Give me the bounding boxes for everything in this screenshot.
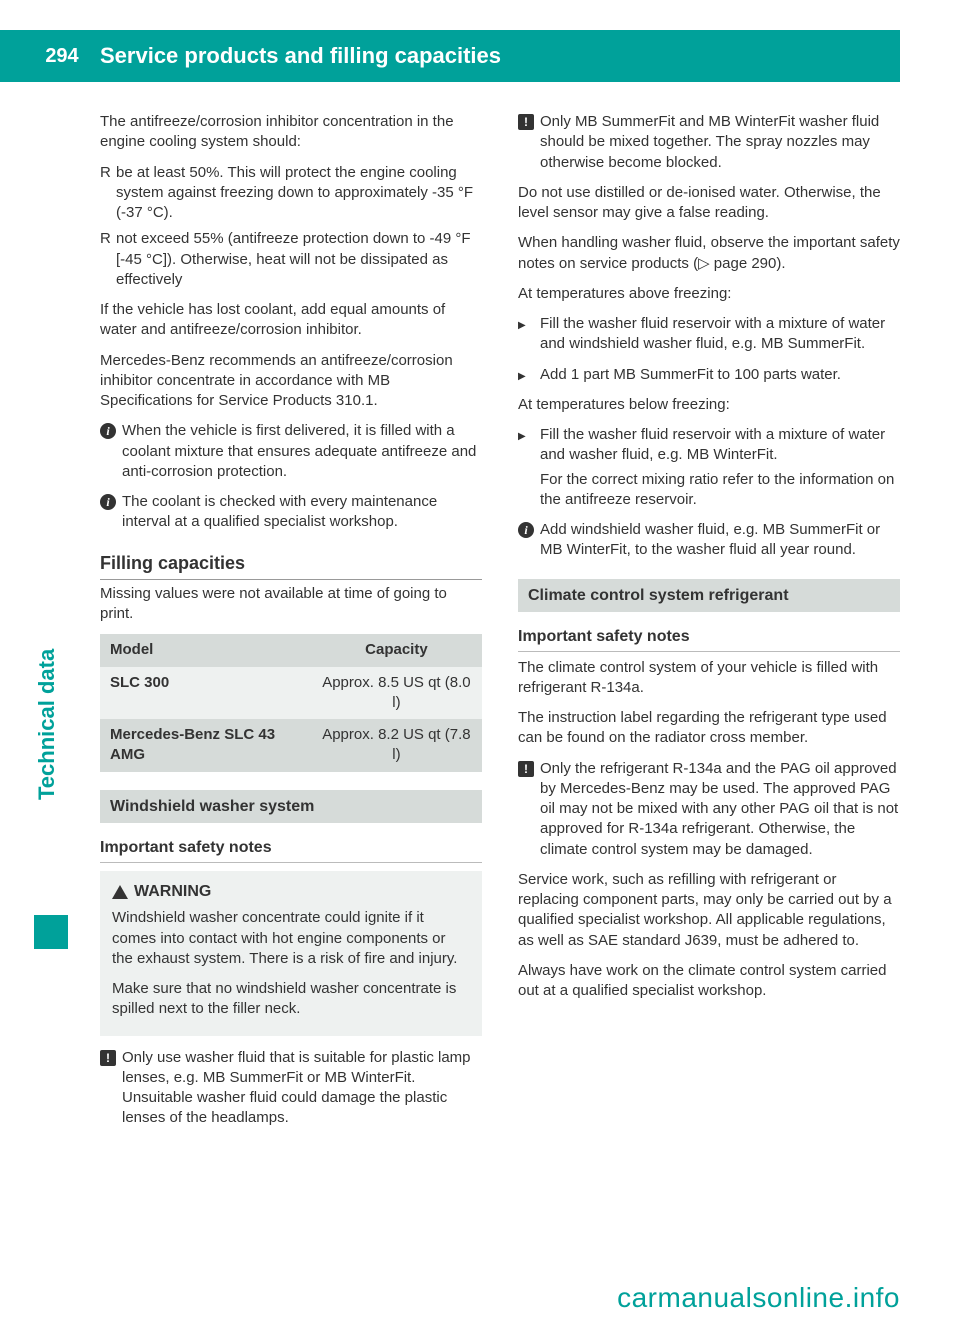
header-bar: 294 Service products and filling capacit…	[0, 30, 900, 82]
info-note: i The coolant is checked with every main…	[100, 492, 482, 533]
exclamation-icon: !	[100, 1050, 116, 1066]
warning-text: Windshield washer concentrate could igni…	[112, 908, 470, 969]
section-heading-climate: Climate control system refrigerant	[518, 579, 900, 613]
step-item: Add 1 part MB SummerFit to 100 parts wat…	[518, 365, 900, 385]
warning-box: WARNING Windshield washer concentrate co…	[100, 871, 482, 1036]
footer-watermark: carmanualsonline.info	[617, 1282, 900, 1314]
page-number: 294	[34, 30, 90, 82]
step-body: Fill the washer fluid reservoir with a m…	[540, 425, 900, 510]
bullet-icon: R	[100, 229, 116, 290]
warning-icon	[112, 885, 128, 899]
info-text: Add windshield washer fluid, e.g. MB Sum…	[540, 520, 900, 561]
table-cell-model: Mercedes-Benz SLC 43 AMG	[100, 719, 311, 772]
step-item: Fill the washer fluid reservoir with a m…	[518, 425, 900, 510]
important-note: ! Only the refrigerant R-134a and the PA…	[518, 759, 900, 860]
list-item-text: be at least 50%. This will protect the e…	[116, 163, 482, 224]
info-text: The coolant is checked with every mainte…	[122, 492, 482, 533]
paragraph: At temperatures below freezing:	[518, 395, 900, 415]
step-text: Fill the washer fluid reservoir with a m…	[540, 425, 900, 466]
table-row: Mercedes-Benz SLC 43 AMG Approx. 8.2 US …	[100, 719, 482, 772]
table-header-capacity: Capacity	[311, 634, 482, 666]
step-note: For the correct mixing ratio refer to th…	[540, 470, 900, 511]
right-column: ! Only MB SummerFit and MB WinterFit was…	[518, 112, 900, 1139]
info-icon: i	[518, 522, 534, 538]
content-columns: The antifreeze/corrosion inhibitor conce…	[0, 82, 960, 1139]
list-item-text: not exceed 55% (antifreeze protection do…	[116, 229, 482, 290]
manual-page: 294 Service products and filling capacit…	[0, 30, 960, 1332]
paragraph: The climate control system of your vehic…	[518, 658, 900, 699]
warning-text: Make sure that no windshield washer conc…	[112, 979, 470, 1020]
list-item: R not exceed 55% (antifreeze protection …	[100, 229, 482, 290]
table-cell-capacity: Approx. 8.5 US qt (8.0 l)	[311, 667, 482, 720]
capacity-table: Model Capacity SLC 300 Approx. 8.5 US qt…	[100, 634, 482, 771]
paragraph: Mercedes-Benz recommends an antifreeze/c…	[100, 351, 482, 412]
table-header-model: Model	[100, 634, 311, 666]
exclamation-icon: !	[518, 114, 534, 130]
arrow-icon	[518, 365, 540, 385]
paragraph: Always have work on the climate control …	[518, 961, 900, 1002]
paragraph: Missing values were not available at tim…	[100, 584, 482, 625]
paragraph: If the vehicle has lost coolant, add equ…	[100, 300, 482, 341]
important-text: Only use washer fluid that is suitable f…	[122, 1048, 482, 1129]
heading-filling-capacities: Filling capacities	[100, 551, 482, 580]
paragraph: When handling washer fluid, observe the …	[518, 233, 900, 274]
section-tab-marker	[34, 915, 68, 949]
paragraph: The antifreeze/corrosion inhibitor conce…	[100, 112, 482, 153]
paragraph: At temperatures above freezing:	[518, 284, 900, 304]
table-cell-capacity: Approx. 8.2 US qt (7.8 l)	[311, 719, 482, 772]
info-text: When the vehicle is first delivered, it …	[122, 421, 482, 482]
important-note: ! Only use washer fluid that is suitable…	[100, 1048, 482, 1129]
bullet-icon: R	[100, 163, 116, 224]
paragraph: The instruction label regarding the refr…	[518, 708, 900, 749]
bullet-list: R be at least 50%. This will protect the…	[100, 163, 482, 291]
info-icon: i	[100, 423, 116, 439]
info-icon: i	[100, 494, 116, 510]
important-note: ! Only MB SummerFit and MB WinterFit was…	[518, 112, 900, 173]
subheading-safety-notes: Important safety notes	[518, 626, 900, 652]
step-item: Fill the washer fluid reservoir with a m…	[518, 314, 900, 355]
list-item: R be at least 50%. This will protect the…	[100, 163, 482, 224]
step-text: Fill the washer fluid reservoir with a m…	[540, 314, 900, 355]
info-note: i When the vehicle is first delivered, i…	[100, 421, 482, 482]
page-title: Service products and filling capacities	[100, 43, 501, 69]
info-note: i Add windshield washer fluid, e.g. MB S…	[518, 520, 900, 561]
paragraph: Service work, such as refilling with ref…	[518, 870, 900, 951]
warning-title: WARNING	[112, 881, 470, 903]
exclamation-icon: !	[518, 761, 534, 777]
subheading-safety-notes: Important safety notes	[100, 837, 482, 863]
paragraph: Do not use distilled or de-ionised water…	[518, 183, 900, 224]
important-text: Only the refrigerant R-134a and the PAG …	[540, 759, 900, 860]
table-row: SLC 300 Approx. 8.5 US qt (8.0 l)	[100, 667, 482, 720]
important-text: Only MB SummerFit and MB WinterFit washe…	[540, 112, 900, 173]
table-cell-model: SLC 300	[100, 667, 311, 720]
left-column: The antifreeze/corrosion inhibitor conce…	[100, 112, 482, 1139]
arrow-icon	[518, 425, 540, 510]
table-header-row: Model Capacity	[100, 634, 482, 666]
section-tab-label: Technical data	[34, 649, 60, 800]
warning-label: WARNING	[134, 881, 211, 903]
arrow-icon	[518, 314, 540, 355]
step-text: Add 1 part MB SummerFit to 100 parts wat…	[540, 365, 841, 385]
section-heading-washer: Windshield washer system	[100, 790, 482, 824]
